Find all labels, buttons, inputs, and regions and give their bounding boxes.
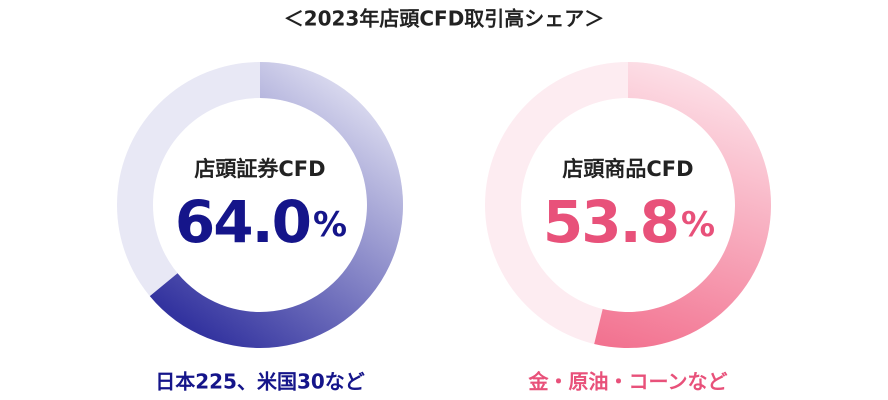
donut-label: 店頭証券CFD <box>194 157 325 181</box>
donut-segment <box>149 62 403 348</box>
donut-segment <box>594 62 772 348</box>
value-label: 53.8% <box>543 188 714 256</box>
caption: 日本225、米国30など <box>155 370 365 394</box>
caption: 金・原油・コーンなど <box>528 370 728 394</box>
page-title: ＜2023年店頭CFD取引高シェア＞ <box>284 7 605 31</box>
value-label: 64.0% <box>175 188 346 256</box>
donut-label: 店頭商品CFD <box>562 157 693 181</box>
